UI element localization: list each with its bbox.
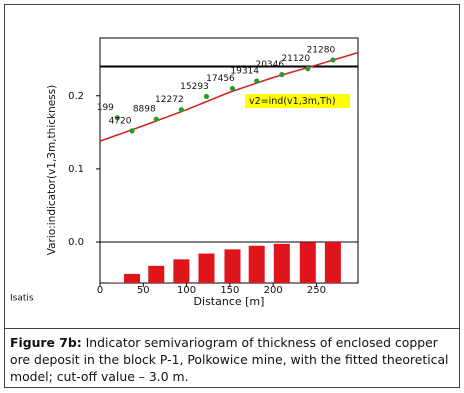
model-line [99, 51, 359, 142]
pair-count-label: 21120 [281, 54, 310, 64]
x-axis-label: Distance [m] [194, 295, 265, 308]
point [203, 93, 210, 100]
pair-count-label: 8898 [133, 105, 156, 115]
caption: Figure 7b: Indicator semivariogram of th… [10, 334, 454, 385]
pair-count-label: 21280 [307, 45, 336, 55]
point [279, 71, 285, 78]
pairs-bar [173, 259, 190, 283]
x-tick-label: 0 [97, 285, 103, 296]
y-tick-label: 0.1 [68, 164, 84, 175]
pairs-bar [324, 242, 341, 283]
pairs-bar [198, 253, 215, 283]
pair-count-label: 17456 [206, 74, 235, 84]
pair-count-label: 19314 [230, 67, 259, 77]
x-tick-label: 250 [307, 285, 326, 296]
pair-count-label: 4720 [109, 116, 132, 126]
pairs-bar [148, 265, 165, 283]
point [305, 66, 311, 72]
point [330, 57, 336, 63]
point [129, 128, 135, 134]
annotation: v2=ind(v1,3m,Th) [249, 96, 336, 107]
software-label: Isatis [10, 294, 34, 304]
frame [4, 4, 460, 388]
y-tick-label: 0.2 [68, 91, 84, 102]
point [178, 107, 184, 113]
caption-label: Figure 7b: [10, 335, 82, 350]
y-axis-label: Vario:indicator(v1,3m,thickness) [46, 85, 58, 256]
point [229, 85, 236, 92]
point [153, 116, 159, 122]
pairs-bar [224, 249, 241, 283]
pairs-bar [273, 243, 290, 283]
pairs-bar [299, 242, 316, 283]
pair-count-label: 199 [97, 103, 114, 113]
pair-count-label: 12272 [155, 95, 184, 105]
pairs-bar [124, 273, 141, 283]
pair-count-label: 20346 [255, 60, 284, 70]
annotation-box [245, 94, 350, 108]
y-tick-label: 0.0 [68, 237, 84, 248]
pair-count-label: 15293 [180, 82, 209, 92]
x-tick-label: 200 [264, 285, 283, 296]
caption-text: Indicator semivariogram of thickness of … [10, 335, 449, 384]
point [254, 78, 260, 84]
x-tick-label: 150 [220, 285, 239, 296]
pairs-bar [248, 245, 265, 283]
point [114, 115, 120, 121]
x-tick-label: 50 [137, 285, 150, 296]
x-tick-label: 100 [177, 285, 196, 296]
